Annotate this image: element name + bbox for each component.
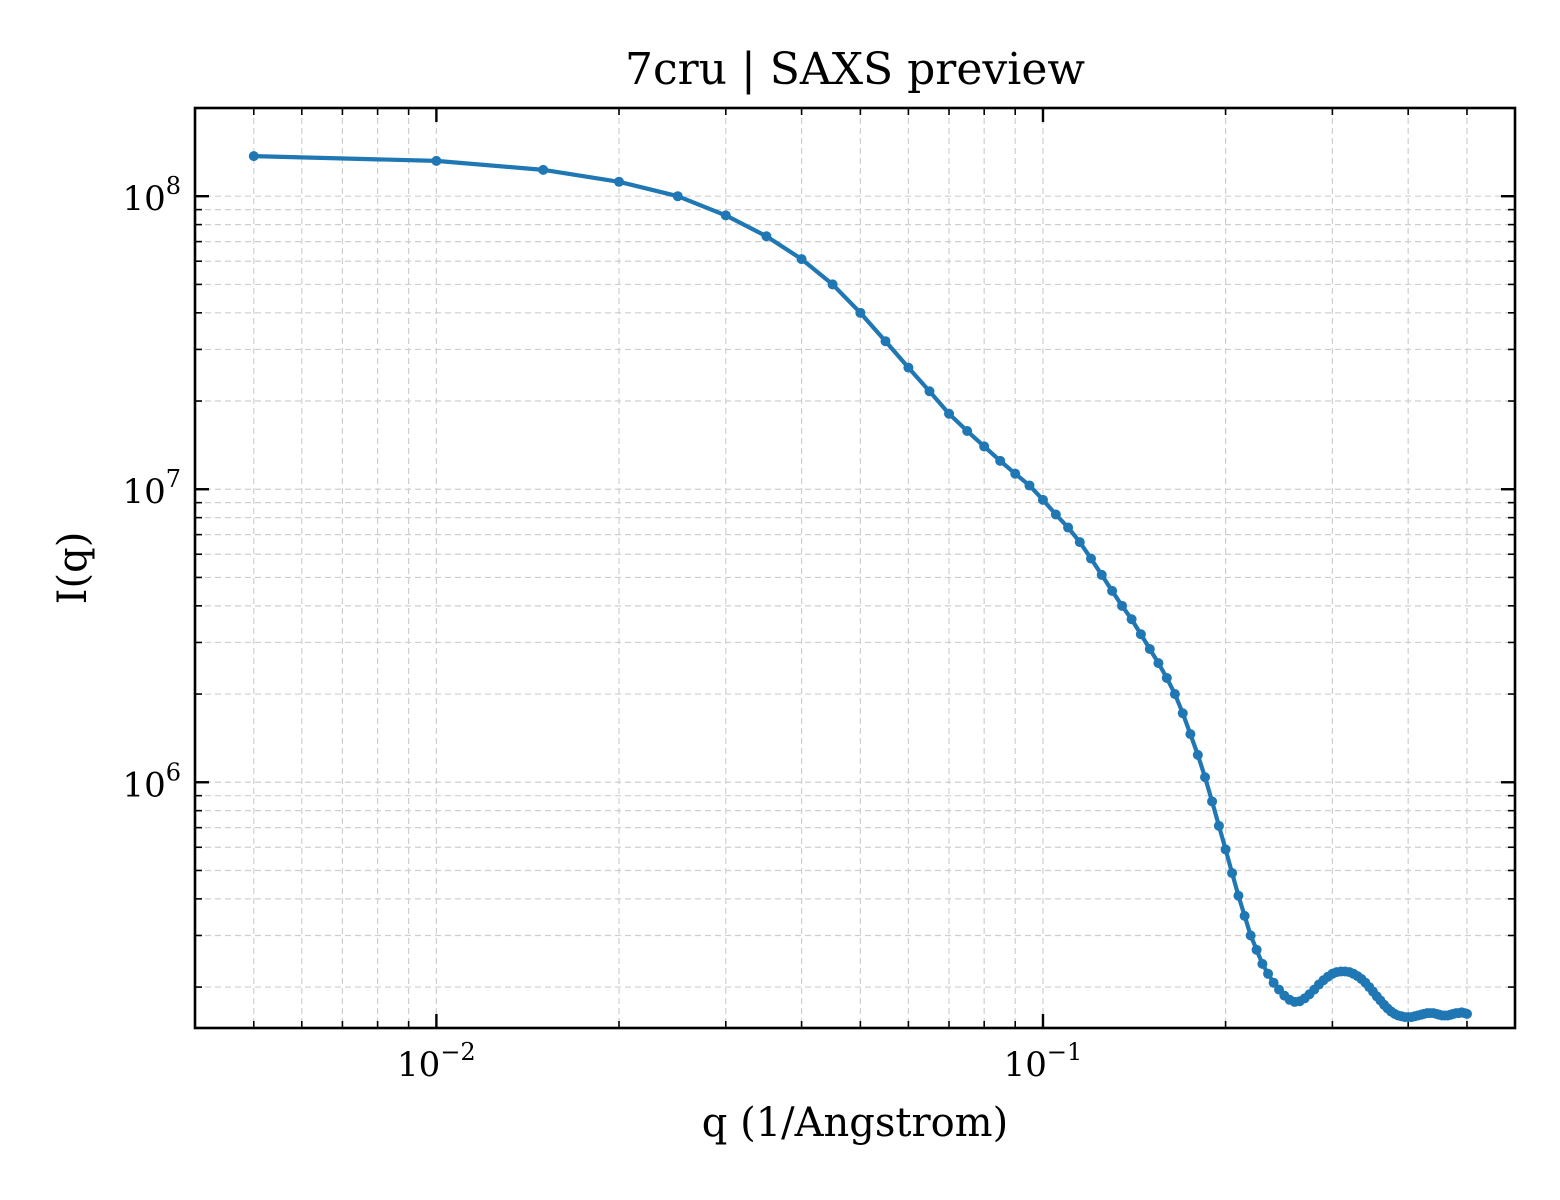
data-point	[1192, 749, 1203, 760]
grid	[194, 107, 1515, 1028]
data-point	[1227, 868, 1238, 879]
y-axis-label: I(q)	[50, 532, 96, 605]
y-tick-label: 108	[122, 172, 181, 219]
data-point	[1257, 958, 1268, 969]
data-point	[1213, 820, 1224, 831]
data-point	[1153, 658, 1164, 669]
data-point	[1050, 509, 1061, 520]
data-point	[1268, 977, 1279, 988]
data-point	[979, 441, 990, 452]
data-point	[1010, 468, 1021, 479]
y-tick-label: 106	[122, 758, 181, 805]
data-point	[720, 210, 731, 221]
data-point	[1233, 890, 1244, 901]
data-point	[613, 176, 624, 187]
x-tick-label: 10−2	[397, 1038, 476, 1085]
data-point	[1096, 569, 1107, 580]
data-point	[1074, 537, 1085, 548]
data-point	[944, 408, 955, 419]
x-axis-label: q (1/Angstrom)	[702, 1100, 1008, 1146]
data-point	[1037, 494, 1048, 505]
data-point	[1024, 480, 1035, 491]
data-point	[995, 455, 1006, 466]
data-point	[924, 386, 935, 397]
x-tick-label: 10−1	[1004, 1038, 1083, 1085]
data-point	[1251, 944, 1262, 955]
data-point	[903, 362, 914, 373]
data-point	[538, 164, 549, 175]
data-point	[1461, 1008, 1472, 1019]
y-tick-label: 107	[122, 465, 181, 512]
chart-title: 7cru | SAXS preview	[625, 44, 1085, 95]
data-point	[1177, 708, 1188, 719]
data-point	[761, 231, 772, 242]
data-point	[855, 307, 866, 318]
data-point	[1063, 522, 1074, 533]
data-point	[1239, 910, 1250, 921]
plot-frame	[193, 106, 1517, 1030]
data-point	[796, 254, 807, 265]
data-series	[248, 151, 1472, 1023]
data-point	[1086, 553, 1097, 564]
data-point	[827, 279, 838, 290]
data-point	[1185, 729, 1196, 740]
data-point	[880, 336, 891, 347]
data-point	[1126, 614, 1137, 625]
data-point	[672, 191, 683, 202]
data-point	[1220, 844, 1231, 855]
data-point	[1200, 772, 1211, 783]
data-point	[1263, 968, 1274, 979]
data-point	[1144, 643, 1155, 654]
data-point	[1245, 930, 1256, 941]
data-point	[1117, 600, 1128, 611]
data-point	[431, 155, 442, 166]
data-point	[248, 151, 259, 162]
data-point	[1135, 629, 1146, 640]
data-point	[1207, 796, 1218, 807]
axis-ticks: 10−2 10−1 106 107 108	[122, 107, 1515, 1085]
data-point	[1161, 672, 1172, 683]
data-point	[1107, 585, 1118, 596]
data-point	[1169, 689, 1180, 700]
data-point	[962, 426, 973, 437]
